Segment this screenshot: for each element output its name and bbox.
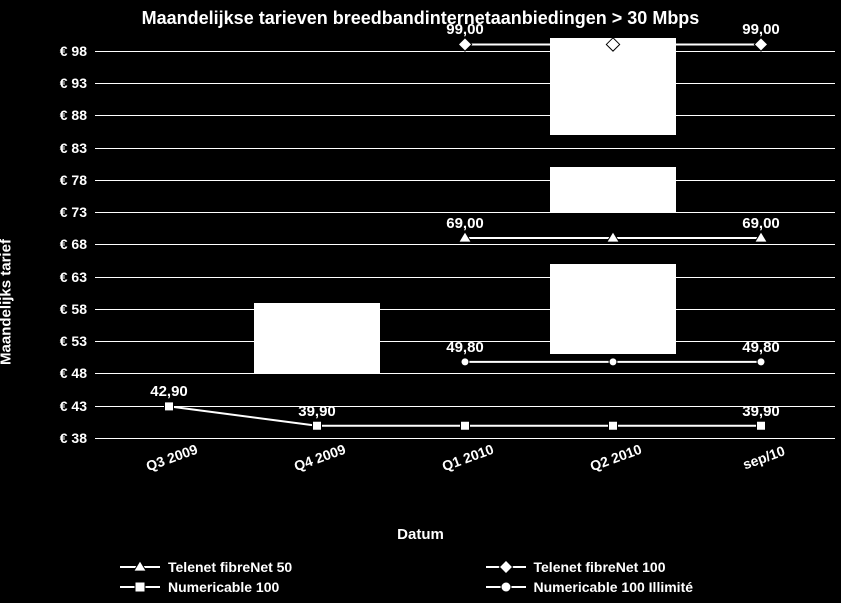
legend-label: Numericable 100 Illimité <box>534 579 694 595</box>
data-label: 69,00 <box>742 215 780 232</box>
circle-marker <box>501 582 511 592</box>
data-label: 49,80 <box>446 339 484 356</box>
legend-item: Telenet fibreNet 100 <box>486 559 822 575</box>
x-tick-label: Q3 2009 <box>144 441 200 474</box>
legend-swatch <box>120 580 160 594</box>
y-tick-label: € 58 <box>10 301 87 317</box>
x-tick-label: Q2 2010 <box>588 441 644 474</box>
diamond-marker <box>754 38 767 51</box>
legend-swatch <box>486 560 526 574</box>
y-tick-label: € 78 <box>10 172 87 188</box>
square-marker <box>313 421 322 430</box>
data-label: 99,00 <box>446 21 484 38</box>
x-tick-label: Q1 2010 <box>440 441 496 474</box>
circle-marker <box>461 358 469 366</box>
legend-swatch <box>120 560 160 574</box>
y-tick-label: € 53 <box>10 333 87 349</box>
legend-label: Numericable 100 <box>168 579 279 595</box>
diamond-marker <box>458 38 471 51</box>
circle-marker <box>757 358 765 366</box>
data-label: 99,00 <box>742 21 780 38</box>
x-tick-label: Q4 2009 <box>292 441 348 474</box>
square-marker <box>609 421 618 430</box>
plot-area: 69,0069,0099,0099,0042,9039,9039,9049,80… <box>95 38 835 438</box>
data-label: 49,80 <box>742 339 780 356</box>
legend-label: Telenet fibreNet 50 <box>168 559 292 575</box>
y-tick-label: € 93 <box>10 75 87 91</box>
legend: Telenet fibreNet 50 Telenet fibreNet 100 N… <box>120 559 821 595</box>
legend-swatch <box>486 580 526 594</box>
series-lines-svg <box>95 38 835 438</box>
y-tick-label: € 68 <box>10 236 87 252</box>
y-tick-label: € 73 <box>10 204 87 220</box>
y-tick-label: € 63 <box>10 269 87 285</box>
y-tick-label: € 38 <box>10 430 87 446</box>
x-tick-label: sep/10 <box>741 443 787 473</box>
legend-item: Numericable 100 Illimité <box>486 579 822 595</box>
y-tick-label: € 43 <box>10 398 87 414</box>
triangle-marker <box>607 232 620 242</box>
chart-title: Maandelijkse tarieven breedbandinterneta… <box>0 8 841 29</box>
square-marker <box>165 402 174 411</box>
legend-item: Numericable 100 <box>120 579 456 595</box>
circle-marker <box>609 358 617 366</box>
square-marker <box>135 582 145 592</box>
legend-label: Telenet fibreNet 100 <box>534 559 666 575</box>
y-tick-label: € 98 <box>10 43 87 59</box>
square-marker <box>461 421 470 430</box>
data-label: 39,90 <box>742 403 780 420</box>
diamond-marker <box>606 38 619 51</box>
data-label: 42,90 <box>150 383 188 400</box>
chart-container: Maandelijkse tarieven breedbandinterneta… <box>0 0 841 603</box>
y-tick-label: € 83 <box>10 140 87 156</box>
data-label: 69,00 <box>446 215 484 232</box>
x-axis-label: Datum <box>0 526 841 543</box>
data-label: 39,90 <box>298 403 336 420</box>
triangle-marker <box>459 232 472 242</box>
diamond-marker <box>499 560 512 573</box>
y-tick-label: € 88 <box>10 107 87 123</box>
triangle-marker <box>755 232 768 242</box>
square-marker <box>757 421 766 430</box>
triangle-marker <box>134 561 147 571</box>
legend-item: Telenet fibreNet 50 <box>120 559 456 575</box>
gridline <box>95 438 835 439</box>
y-tick-label: € 48 <box>10 365 87 381</box>
